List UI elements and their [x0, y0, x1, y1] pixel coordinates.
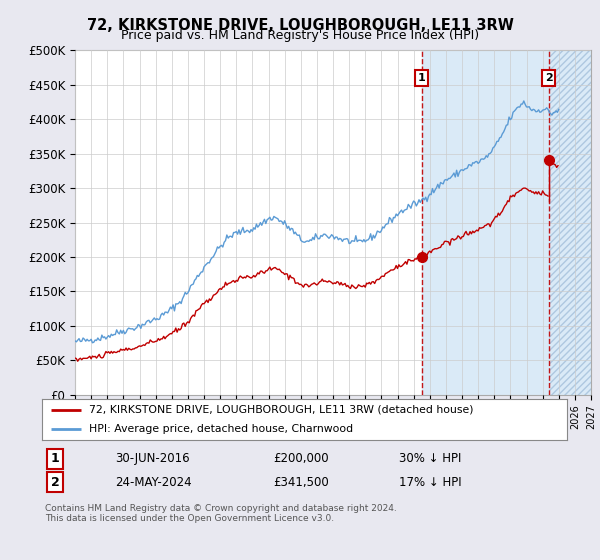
Text: 72, KIRKSTONE DRIVE, LOUGHBOROUGH, LE11 3RW: 72, KIRKSTONE DRIVE, LOUGHBOROUGH, LE11 … — [86, 18, 514, 33]
Text: £341,500: £341,500 — [273, 475, 329, 489]
Text: 17% ↓ HPI: 17% ↓ HPI — [399, 475, 461, 489]
Text: 24-MAY-2024: 24-MAY-2024 — [115, 475, 192, 489]
Text: 2: 2 — [51, 475, 59, 489]
Bar — [548, 50, 591, 395]
Text: Contains HM Land Registry data © Crown copyright and database right 2024.
This d: Contains HM Land Registry data © Crown c… — [44, 504, 397, 524]
Text: 30% ↓ HPI: 30% ↓ HPI — [399, 452, 461, 465]
Text: 1: 1 — [418, 73, 425, 83]
Text: 1: 1 — [51, 452, 59, 465]
Bar — [422, 50, 548, 395]
Text: 72, KIRKSTONE DRIVE, LOUGHBOROUGH, LE11 3RW (detached house): 72, KIRKSTONE DRIVE, LOUGHBOROUGH, LE11 … — [89, 405, 474, 415]
Text: 30-JUN-2016: 30-JUN-2016 — [115, 452, 190, 465]
Text: 2: 2 — [545, 73, 553, 83]
Text: £200,000: £200,000 — [273, 452, 329, 465]
Text: Price paid vs. HM Land Registry's House Price Index (HPI): Price paid vs. HM Land Registry's House … — [121, 29, 479, 42]
Text: HPI: Average price, detached house, Charnwood: HPI: Average price, detached house, Char… — [89, 423, 353, 433]
